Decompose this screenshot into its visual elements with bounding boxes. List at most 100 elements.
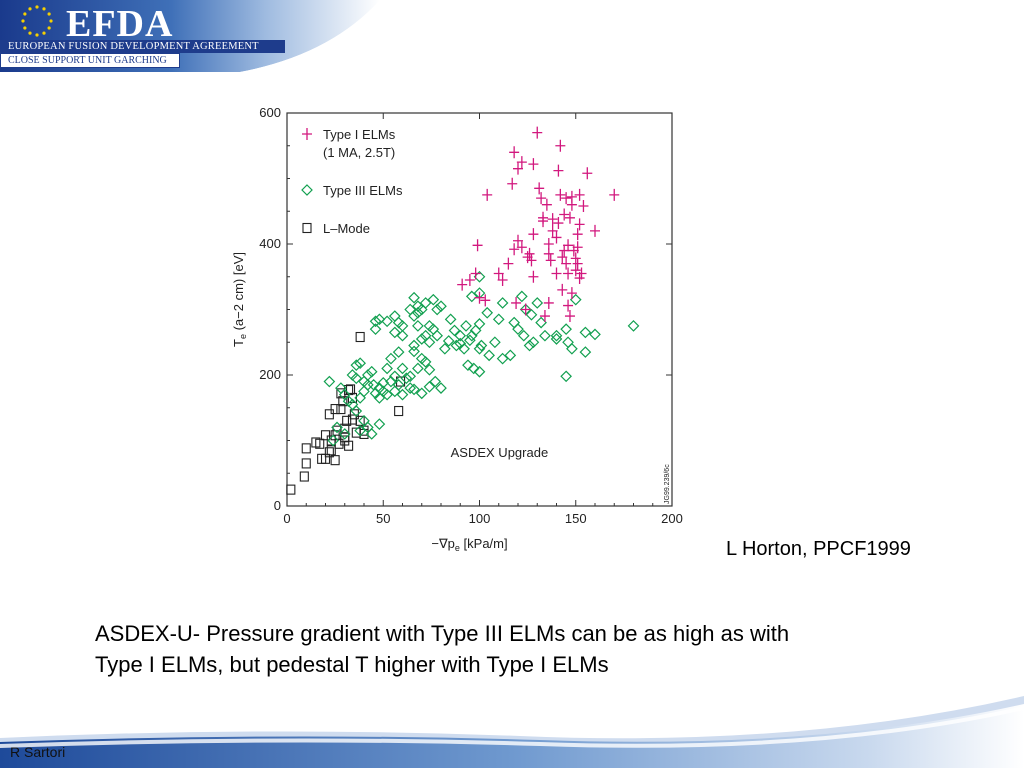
data-point-diamond (373, 418, 386, 430)
data-point-diamond (579, 346, 592, 358)
data-point-square (301, 458, 311, 469)
eu-star (23, 26, 27, 30)
eu-star (47, 12, 51, 16)
data-point-diamond (388, 310, 401, 322)
data-point-diamond (350, 372, 363, 385)
data-point-plus (578, 200, 589, 213)
citation: L Horton, PPCF1999 (726, 538, 911, 560)
data-point-plus (547, 224, 558, 237)
eu-star (42, 31, 46, 35)
data-point-diamond (454, 337, 467, 350)
eu-star (49, 19, 53, 23)
eu-star (35, 33, 39, 37)
data-point-plus (543, 247, 554, 260)
data-point-plus (555, 188, 566, 201)
legend-label: Type I ELMs (323, 127, 396, 142)
data-point-diamond (415, 352, 428, 365)
data-point-plus (507, 177, 518, 190)
data-point-diamond (627, 320, 640, 332)
data-point-diamond (381, 388, 393, 401)
data-point-diamond (444, 313, 457, 326)
data-point-plus (564, 310, 575, 323)
data-point-plus (572, 228, 583, 241)
footer-background (0, 696, 1024, 768)
x-tick-label: 100 (469, 511, 491, 526)
figure-code: JG99.239/6c (664, 464, 671, 504)
data-point-diamond (423, 380, 436, 393)
data-point-plus (528, 158, 539, 171)
data-point-diamond (408, 383, 420, 396)
y-tick-label: 400 (259, 236, 281, 251)
data-point-plus (513, 234, 523, 247)
legend-marker (301, 184, 313, 196)
data-point-plus (493, 267, 504, 280)
data-point-plus (547, 213, 558, 226)
data-point-diamond (464, 334, 476, 347)
data-point-diamond (560, 323, 572, 335)
data-point-diamond (550, 329, 563, 342)
data-point-diamond (327, 434, 340, 447)
data-point-plus (457, 278, 468, 291)
data-point-diamond (358, 415, 370, 427)
data-point-diamond (429, 375, 442, 388)
data-point-diamond (373, 313, 386, 326)
data-point-diamond (381, 362, 393, 375)
data-point-diamond (396, 329, 409, 342)
y-tick-label: 600 (259, 105, 281, 120)
legend-label: L–Mode (323, 221, 370, 236)
data-point-diamond (388, 370, 401, 383)
data-point-diamond (323, 375, 336, 388)
data-point-diamond (388, 326, 401, 339)
data-point-diamond (377, 377, 390, 389)
data-point-diamond (415, 387, 428, 400)
eu-stars-icon (21, 5, 53, 37)
data-point-plus (482, 188, 493, 201)
data-point-square (342, 415, 352, 426)
data-point-square (336, 404, 346, 415)
data-point-plus (534, 182, 545, 195)
data-point-plus (541, 198, 552, 211)
data-point-diamond (465, 290, 478, 303)
data-point-square (324, 409, 334, 420)
data-point-plus (555, 139, 566, 152)
legend-label: (1 MA, 2.5T) (323, 145, 395, 160)
data-point-diamond (392, 346, 405, 358)
eu-star (28, 7, 32, 11)
data-point-diamond (462, 359, 474, 372)
data-point-diamond (492, 313, 505, 326)
data-point-plus (572, 241, 583, 254)
data-point-plus (474, 291, 485, 304)
data-point-diamond (396, 388, 409, 401)
data-point-diamond (419, 356, 432, 368)
data-point-diamond (350, 359, 363, 372)
data-point-plus (566, 287, 577, 300)
data-point-diamond (483, 349, 495, 362)
pedestal-scatter-chart: 0 50 100 150 200 0 200 400 600 −∇pe [kPa/m] Te (a−… (231, 105, 683, 553)
data-point-square (330, 455, 340, 466)
data-point-diamond (566, 342, 578, 355)
data-point-diamond (396, 320, 409, 332)
efda-logo: EFDA EUROPEAN FUSION DEVELOPMENT AGREEME… (0, 0, 380, 70)
data-point-plus (572, 257, 583, 270)
data-point-diamond (400, 372, 413, 385)
data-point-square (338, 396, 348, 407)
data-point-diamond (475, 339, 488, 352)
data-point-diamond (365, 365, 378, 378)
data-point-square (394, 405, 404, 417)
data-point-diamond (473, 365, 486, 378)
data-point-plus (561, 192, 572, 205)
data-point-diamond (489, 336, 501, 349)
data-point-square (301, 443, 311, 454)
data-point-diamond (589, 328, 601, 341)
data-point-plus (513, 162, 523, 175)
data-point-diamond (365, 428, 378, 440)
data-point-plus (570, 252, 581, 265)
data-point-diamond (435, 382, 447, 394)
data-point-plus (528, 228, 539, 241)
x-axis-label: −∇pe [kPa/m] (431, 536, 507, 553)
data-point-plus (509, 146, 520, 159)
data-point-diamond (412, 306, 424, 319)
data-point-plus (522, 251, 533, 264)
x-tick-label: 0 (283, 511, 290, 526)
author-credit: R Sartori (10, 744, 66, 760)
